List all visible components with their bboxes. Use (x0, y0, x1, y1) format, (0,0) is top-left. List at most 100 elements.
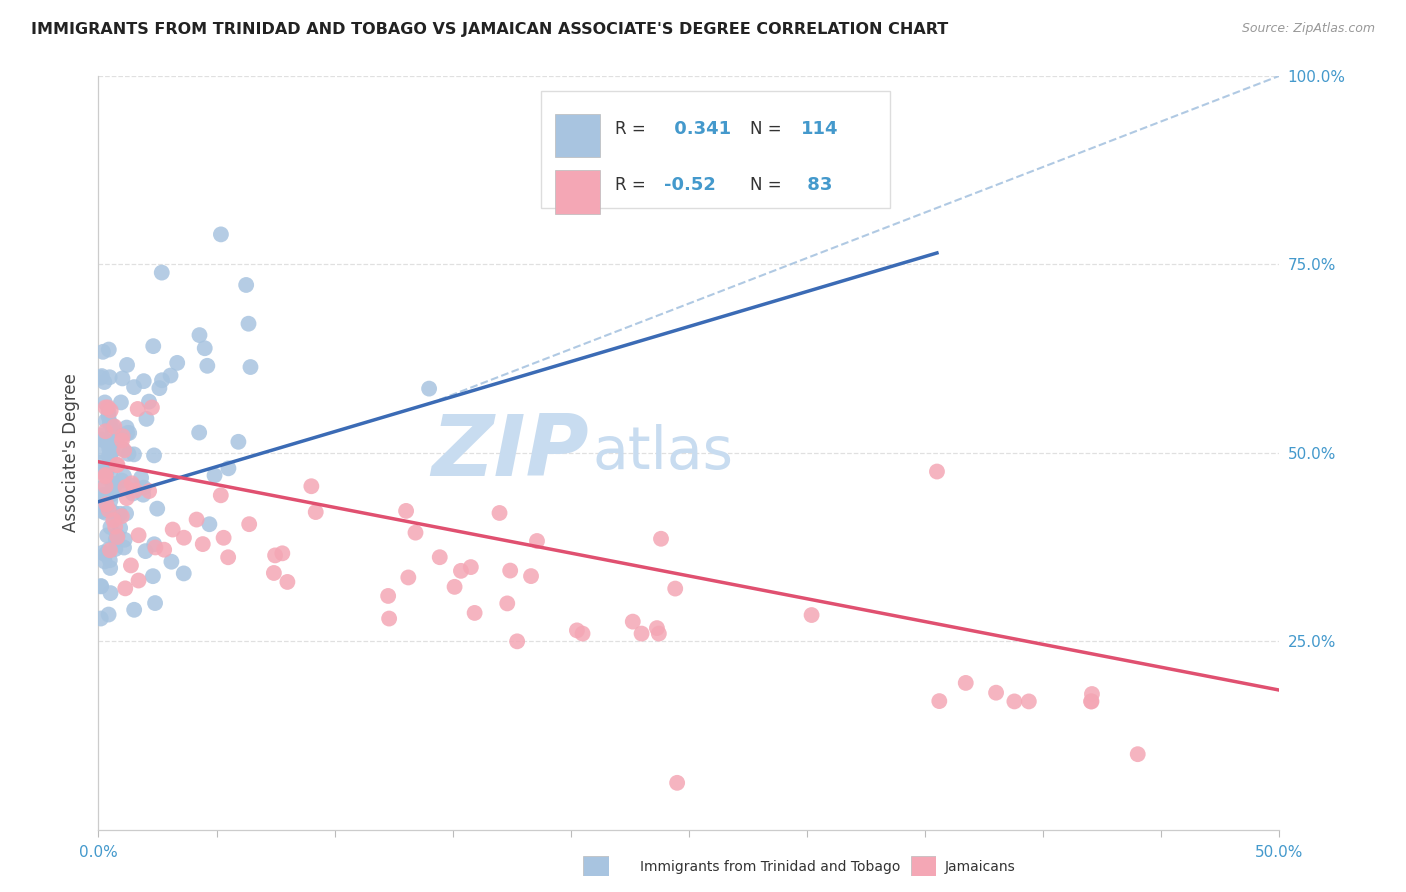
Point (108, 482, 131, 496)
Point (100, 446, 122, 460)
Point (396, 570, 419, 584)
Point (98, 416, 121, 430)
Point (100, 440, 122, 454)
Point (104, 533, 127, 547)
Point (1080, 694, 1102, 708)
Text: atlas: atlas (592, 425, 733, 481)
Point (217, 461, 239, 475)
Point (91, 504, 114, 518)
Point (105, 458, 128, 472)
Point (96, 434, 118, 449)
Point (571, 626, 593, 640)
Point (114, 480, 136, 494)
Point (128, 574, 150, 588)
Point (94, 500, 117, 515)
Point (127, 401, 149, 416)
Point (209, 227, 232, 242)
Point (204, 468, 226, 483)
Point (98, 561, 121, 575)
Point (122, 380, 145, 394)
Point (496, 596, 519, 610)
Point (378, 611, 401, 625)
Point (94, 401, 117, 415)
Point (90, 579, 112, 593)
Point (94, 479, 117, 493)
Point (488, 506, 510, 520)
Point (115, 358, 138, 372)
Point (124, 483, 146, 498)
FancyBboxPatch shape (555, 113, 600, 157)
Point (100, 520, 122, 534)
Point (96, 500, 118, 515)
Point (111, 509, 134, 524)
Point (217, 550, 239, 565)
Text: 83: 83 (801, 177, 832, 194)
Point (395, 504, 418, 518)
Point (98, 370, 121, 384)
Point (100, 403, 122, 417)
Point (105, 530, 128, 544)
Point (143, 449, 166, 463)
Point (118, 425, 141, 440)
Point (299, 479, 322, 493)
Text: N =: N = (751, 177, 787, 194)
Point (93, 488, 115, 502)
Point (90, 428, 112, 442)
Text: ZIP: ZIP (430, 411, 589, 494)
Point (160, 555, 183, 569)
Point (1002, 694, 1025, 708)
Point (429, 550, 451, 565)
Point (94, 548, 117, 562)
Point (90, 497, 112, 511)
Point (925, 465, 948, 479)
Point (96, 435, 118, 450)
Point (117, 447, 139, 461)
Point (239, 359, 262, 374)
Point (132, 488, 155, 502)
Point (464, 606, 486, 620)
Point (666, 776, 689, 790)
Point (115, 491, 138, 505)
Point (94, 424, 117, 438)
Point (1018, 694, 1040, 708)
Point (97, 401, 120, 415)
Point (114, 533, 136, 547)
Point (91, 546, 114, 560)
Point (443, 580, 465, 594)
Point (1081, 687, 1104, 701)
Point (105, 458, 128, 472)
Point (108, 521, 131, 535)
Point (90, 579, 112, 593)
Point (142, 339, 165, 353)
Point (97, 406, 120, 420)
Text: Jamaicans: Jamaicans (945, 860, 1015, 874)
Point (93, 463, 115, 477)
Point (800, 608, 823, 623)
Point (115, 420, 138, 434)
Point (235, 277, 257, 292)
Point (138, 484, 160, 499)
Point (565, 624, 588, 638)
Point (94, 414, 117, 428)
Point (110, 395, 132, 409)
Text: 0.341: 0.341 (668, 120, 731, 137)
Point (120, 558, 142, 573)
Point (129, 471, 152, 485)
Point (143, 596, 166, 610)
Point (94, 506, 117, 520)
FancyBboxPatch shape (555, 170, 600, 214)
Point (377, 589, 399, 603)
Point (111, 442, 134, 456)
Point (112, 443, 135, 458)
Point (94, 469, 117, 483)
Point (150, 373, 173, 387)
Point (135, 412, 157, 426)
Point (122, 478, 145, 492)
Point (93, 375, 115, 389)
Point (188, 328, 211, 343)
Point (194, 341, 217, 355)
Point (101, 424, 124, 438)
Point (141, 401, 163, 415)
Point (143, 537, 166, 551)
Point (630, 626, 652, 640)
